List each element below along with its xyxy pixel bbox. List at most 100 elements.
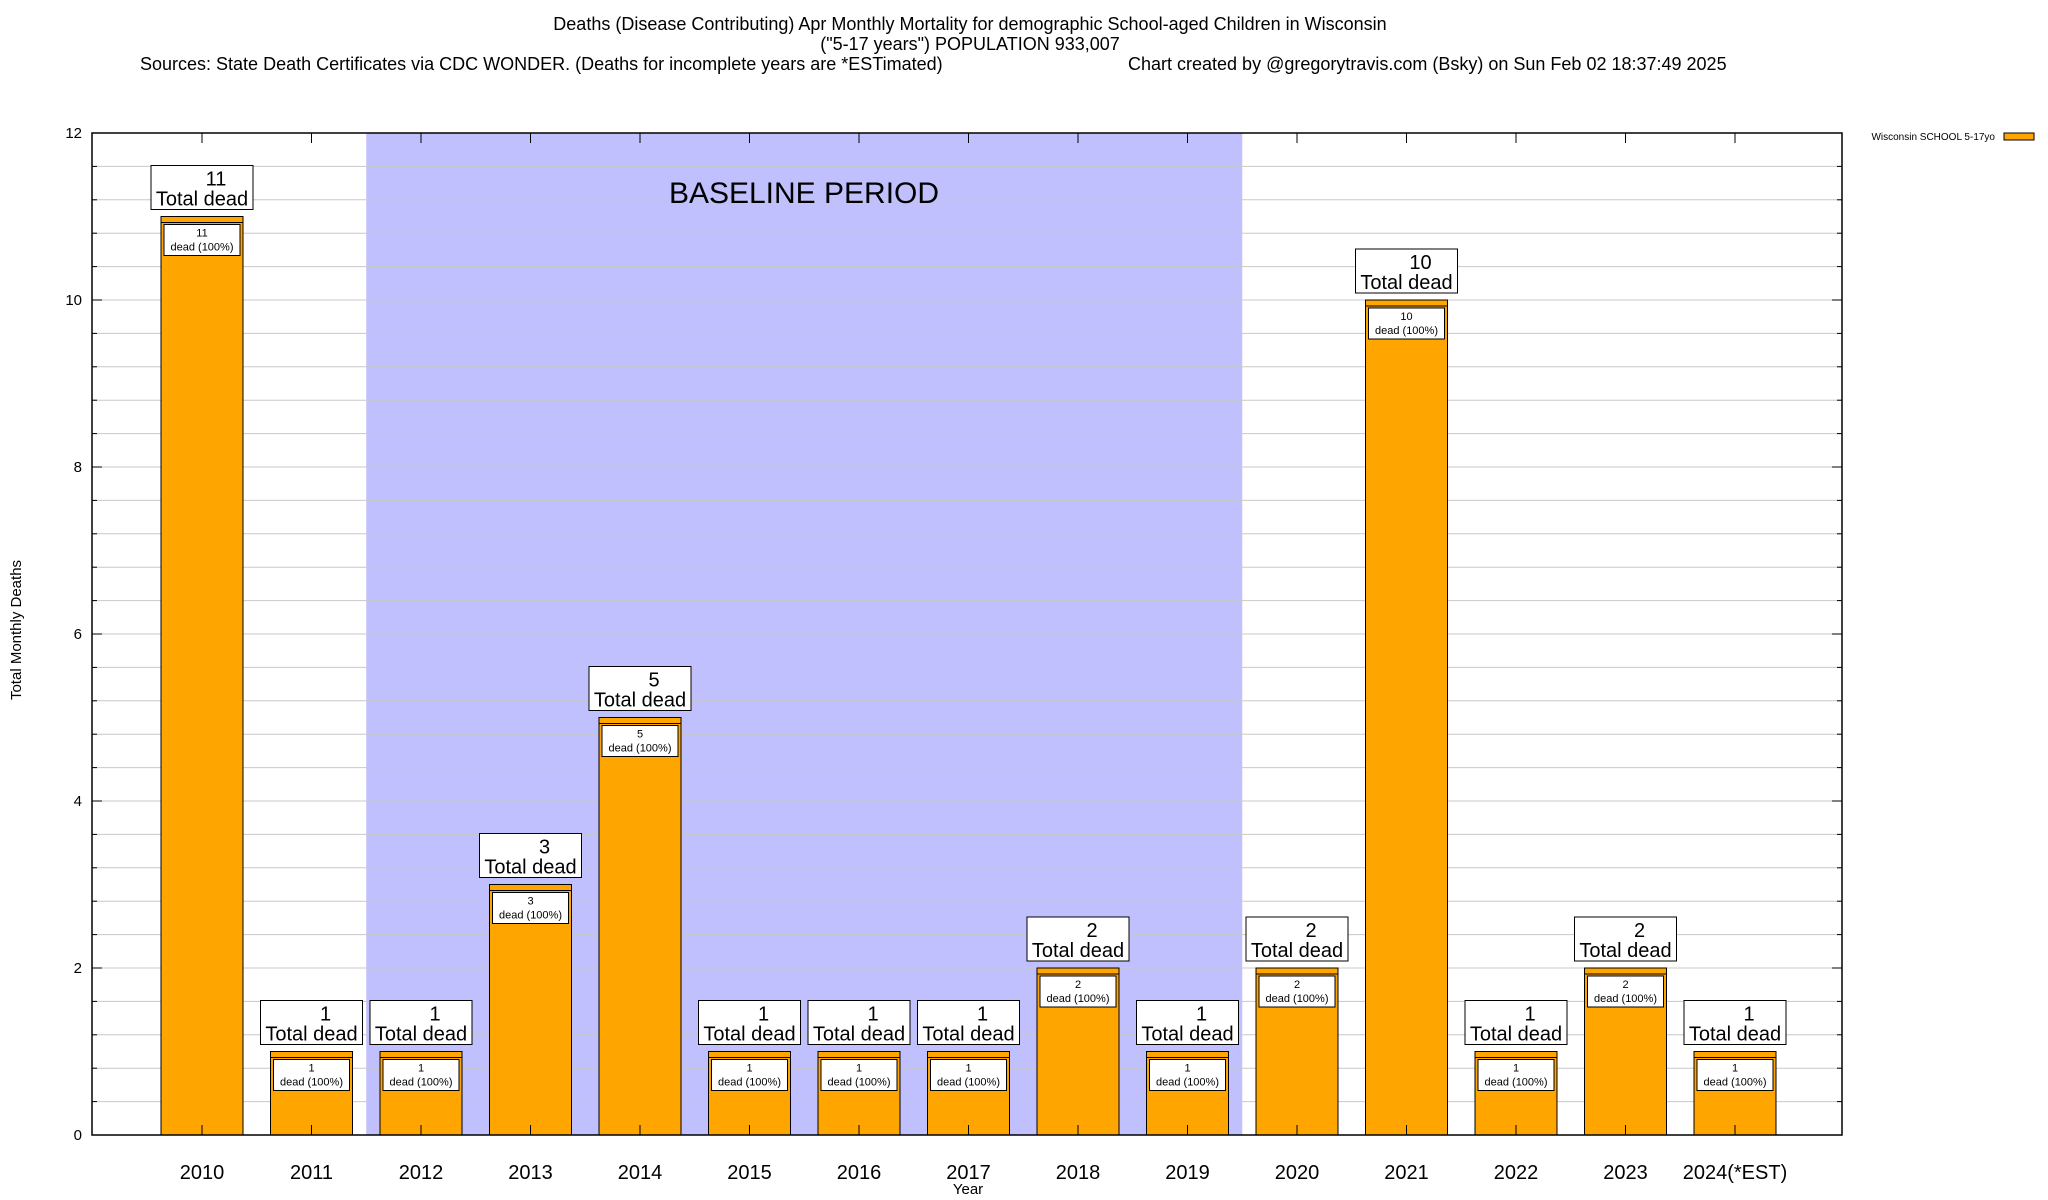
total-label-count: 1	[1196, 1004, 1207, 1026]
legend: Wisconsin SCHOOL 5-17yo	[1871, 132, 2035, 143]
bar-inner-label: 1 dead (100%)	[1149, 1059, 1226, 1091]
x-tick-label: 2022	[1494, 1162, 1539, 1184]
inner-label-text: dead (100%)	[1594, 993, 1657, 1005]
inner-label-count: 10	[1400, 311, 1412, 323]
total-label-count: 1	[977, 1004, 988, 1026]
x-tick-label: 2023	[1603, 1162, 1648, 1184]
total-label-box	[588, 666, 692, 711]
inner-label-text: dead (100%)	[280, 1077, 343, 1089]
total-label-count: 10	[1409, 252, 1431, 274]
bar	[1365, 299, 1448, 1136]
total-label-text: Total dead	[594, 690, 686, 712]
inner-label-text: dead (100%)	[1375, 325, 1438, 337]
inner-label-count: 3	[527, 896, 533, 908]
x-axis-label: Year	[953, 1181, 983, 1198]
bar	[160, 216, 244, 1136]
inner-label-count: 1	[965, 1063, 971, 1075]
total-label-text: Total dead	[1689, 1024, 1781, 1046]
bar-inner-label: 2 dead (100%)	[1039, 975, 1117, 1008]
x-tick-label: 2024(*EST)	[1683, 1162, 1788, 1184]
bar-inner-label: 2 dead (100%)	[1587, 975, 1664, 1008]
bar-inner-label: 1 dead (100%)	[1696, 1059, 1774, 1091]
y-tick-label: 0	[74, 1127, 82, 1144]
inner-label-box	[711, 1059, 788, 1091]
x-tick-label: 2019	[1165, 1162, 1210, 1184]
inner-label-text: dead (100%)	[1047, 993, 1110, 1005]
inner-label-box	[820, 1059, 898, 1091]
inner-label-box	[1587, 975, 1664, 1008]
total-label-box	[1245, 916, 1349, 962]
inner-label-count: 2	[1294, 979, 1300, 991]
chart-sources: Sources: State Death Certificates via CD…	[140, 54, 943, 74]
bar-inner-label: 2 dead (100%)	[1258, 975, 1336, 1008]
inner-label-text: dead (100%)	[390, 1077, 453, 1089]
bar-inner-label: 1 dead (100%)	[382, 1059, 460, 1091]
inner-label-text: dead (100%)	[937, 1077, 1000, 1089]
inner-label-box	[1258, 975, 1336, 1008]
x-tick-label: 2015	[727, 1162, 772, 1184]
total-label-text: Total dead	[813, 1024, 905, 1046]
x-tick-label: 2010	[180, 1162, 225, 1184]
total-label-box	[369, 1000, 473, 1045]
x-tick-label: 2018	[1056, 1162, 1101, 1184]
total-label-text: Total dead	[1470, 1024, 1562, 1046]
inner-label-count: 5	[637, 729, 643, 741]
baseline-label: BASELINE PERIOD	[669, 177, 939, 210]
inner-label-text: dead (100%)	[718, 1077, 781, 1089]
inner-label-box	[930, 1059, 1007, 1091]
inner-label-count: 1	[1513, 1063, 1519, 1075]
y-tick-label: 4	[74, 793, 82, 810]
inner-label-box	[492, 892, 569, 924]
total-label-text: Total dead	[265, 1024, 357, 1046]
total-label-text: Total dead	[922, 1024, 1014, 1046]
total-label-text: Total dead	[703, 1024, 795, 1046]
legend-label: Wisconsin SCHOOL 5-17yo	[1871, 132, 1995, 143]
total-label-text: Total dead	[375, 1024, 467, 1046]
bar-inner-label: 1 dead (100%)	[930, 1059, 1007, 1091]
x-tick-label: 2016	[837, 1162, 882, 1184]
total-label-count: 2	[1634, 920, 1645, 942]
inner-label-text: dead (100%)	[1156, 1077, 1219, 1089]
inner-label-text: dead (100%)	[609, 743, 672, 755]
chart-title: Deaths (Disease Contributing) Apr Monthl…	[553, 14, 1387, 34]
inner-label-count: 1	[1732, 1063, 1738, 1075]
bar-inner-label: 1 dead (100%)	[273, 1059, 350, 1091]
total-label-count: 1	[1743, 1004, 1754, 1026]
y-tick-label: 10	[65, 292, 82, 309]
plot-border	[91, 132, 1843, 1136]
inner-label-text: dead (100%)	[1485, 1077, 1548, 1089]
inner-label-count: 2	[1075, 979, 1081, 991]
inner-label-count: 2	[1622, 979, 1628, 991]
y-tick-label: 6	[74, 626, 82, 643]
bar-inner-label: 10 dead (100%)	[1368, 307, 1445, 340]
bar-inner-label: 3 dead (100%)	[492, 892, 569, 924]
legend-swatch	[2003, 132, 2035, 141]
total-label-count: 2	[1305, 920, 1316, 942]
y-tick-label: 12	[65, 125, 82, 142]
total-label-count: 1	[758, 1004, 769, 1026]
total-label-box	[917, 1000, 1020, 1045]
chart-subtitle: ("5-17 years") POPULATION 933,007	[820, 34, 1120, 54]
inner-label-count: 1	[418, 1063, 424, 1075]
total-label-text: Total dead	[1579, 940, 1671, 962]
inner-label-box	[1149, 1059, 1226, 1091]
total-label-text: Total dead	[1032, 940, 1124, 962]
total-label-count: 2	[1086, 920, 1097, 942]
bar-inner-label: 1 dead (100%)	[711, 1059, 788, 1091]
inner-label-box	[1368, 307, 1445, 340]
total-label-count: 3	[539, 837, 550, 859]
total-label-count: 11	[206, 169, 227, 191]
inner-label-box	[601, 725, 679, 757]
x-tick-label: 2020	[1275, 1162, 1320, 1184]
inner-label-text: dead (100%)	[499, 910, 562, 922]
